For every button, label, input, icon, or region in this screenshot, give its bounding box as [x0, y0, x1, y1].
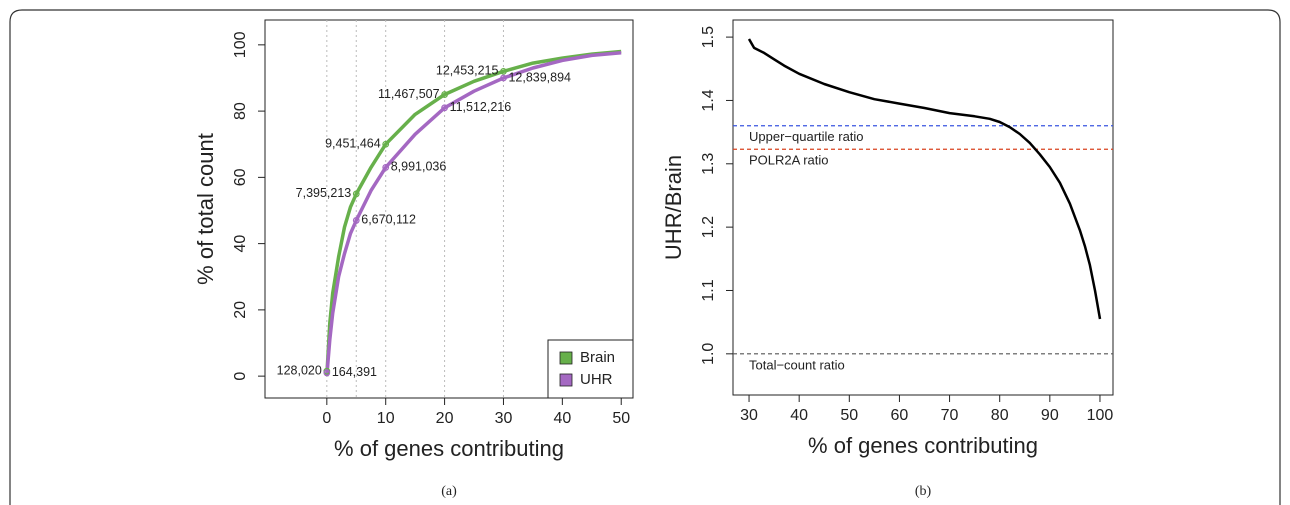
x-tick-label: 20	[436, 410, 454, 427]
data-point	[323, 369, 331, 377]
frame	[9, 9, 1281, 505]
y-axis-title: UHR/Brain	[661, 155, 686, 260]
caption: (b)	[915, 484, 932, 499]
y-tick-label: 100	[232, 31, 249, 58]
x-tick-label: 30	[495, 410, 513, 427]
reference-label: POLR2A ratio	[749, 153, 829, 168]
x-tick-label: 90	[1041, 407, 1059, 424]
plot-frame	[732, 19, 1114, 396]
caption: (a)	[441, 484, 457, 499]
legend-label: UHR	[580, 371, 613, 388]
legend-label: Brain	[580, 349, 615, 366]
x-tick-label: 70	[941, 407, 959, 424]
point-label: 11,512,216	[450, 100, 512, 114]
data-point	[352, 217, 360, 224]
reference-label: Upper−quartile ratio	[749, 129, 864, 144]
legend-box	[547, 339, 634, 399]
point-label: 164,391	[332, 365, 377, 379]
y-tick-label: 1.2	[700, 216, 717, 238]
x-axis-title: % of genes contributing	[808, 433, 1038, 458]
data-point	[441, 91, 448, 98]
data-point	[500, 67, 507, 75]
y-tick-label: 1.1	[700, 279, 717, 301]
y-tick-label: 1.0	[700, 343, 717, 365]
reference-label: Total−count ratio	[749, 357, 845, 372]
plot-frame	[264, 19, 634, 399]
data-point	[441, 104, 448, 112]
point-label: 11,467,507	[378, 87, 440, 101]
y-tick-label: 60	[232, 168, 249, 186]
x-tick-label: 30	[740, 407, 758, 424]
series-line	[747, 38, 1102, 320]
x-tick-label: 0	[322, 410, 331, 427]
x-tick-label: 100	[1087, 407, 1114, 424]
y-axis-title: % of total count	[193, 133, 218, 285]
x-tick-label: 50	[612, 410, 630, 427]
data-point	[382, 140, 390, 148]
x-tick-label: 50	[840, 407, 858, 424]
series-line	[325, 49, 622, 377]
y-tick-label: 1.5	[700, 26, 717, 48]
y-tick-label: 1.3	[700, 153, 717, 175]
point-label: 128,020	[277, 363, 322, 377]
point-label: 8,991,036	[391, 160, 447, 174]
legend-swatch	[559, 373, 573, 387]
point-label: 7,395,213	[296, 186, 352, 200]
series-line	[325, 51, 622, 377]
point-label: 6,670,112	[361, 213, 416, 227]
data-point	[352, 190, 360, 198]
x-tick-label: 10	[377, 410, 395, 427]
legend-swatch	[559, 351, 573, 365]
y-tick-label: 0	[232, 372, 249, 381]
x-axis-title: % of genes contributing	[334, 436, 564, 461]
x-tick-label: 40	[553, 410, 571, 427]
x-tick-label: 80	[991, 407, 1009, 424]
point-label: 12,453,215	[436, 64, 499, 78]
y-tick-label: 80	[232, 102, 249, 120]
y-tick-label: 20	[232, 301, 249, 319]
x-tick-label: 60	[891, 407, 909, 424]
point-label: 9,451,464	[325, 137, 381, 151]
data-point	[382, 164, 390, 171]
y-tick-label: 40	[232, 235, 249, 253]
y-tick-label: 1.4	[700, 89, 717, 111]
data-point	[500, 74, 507, 82]
point-label: 12,839,894	[508, 70, 571, 84]
x-tick-label: 40	[790, 407, 808, 424]
